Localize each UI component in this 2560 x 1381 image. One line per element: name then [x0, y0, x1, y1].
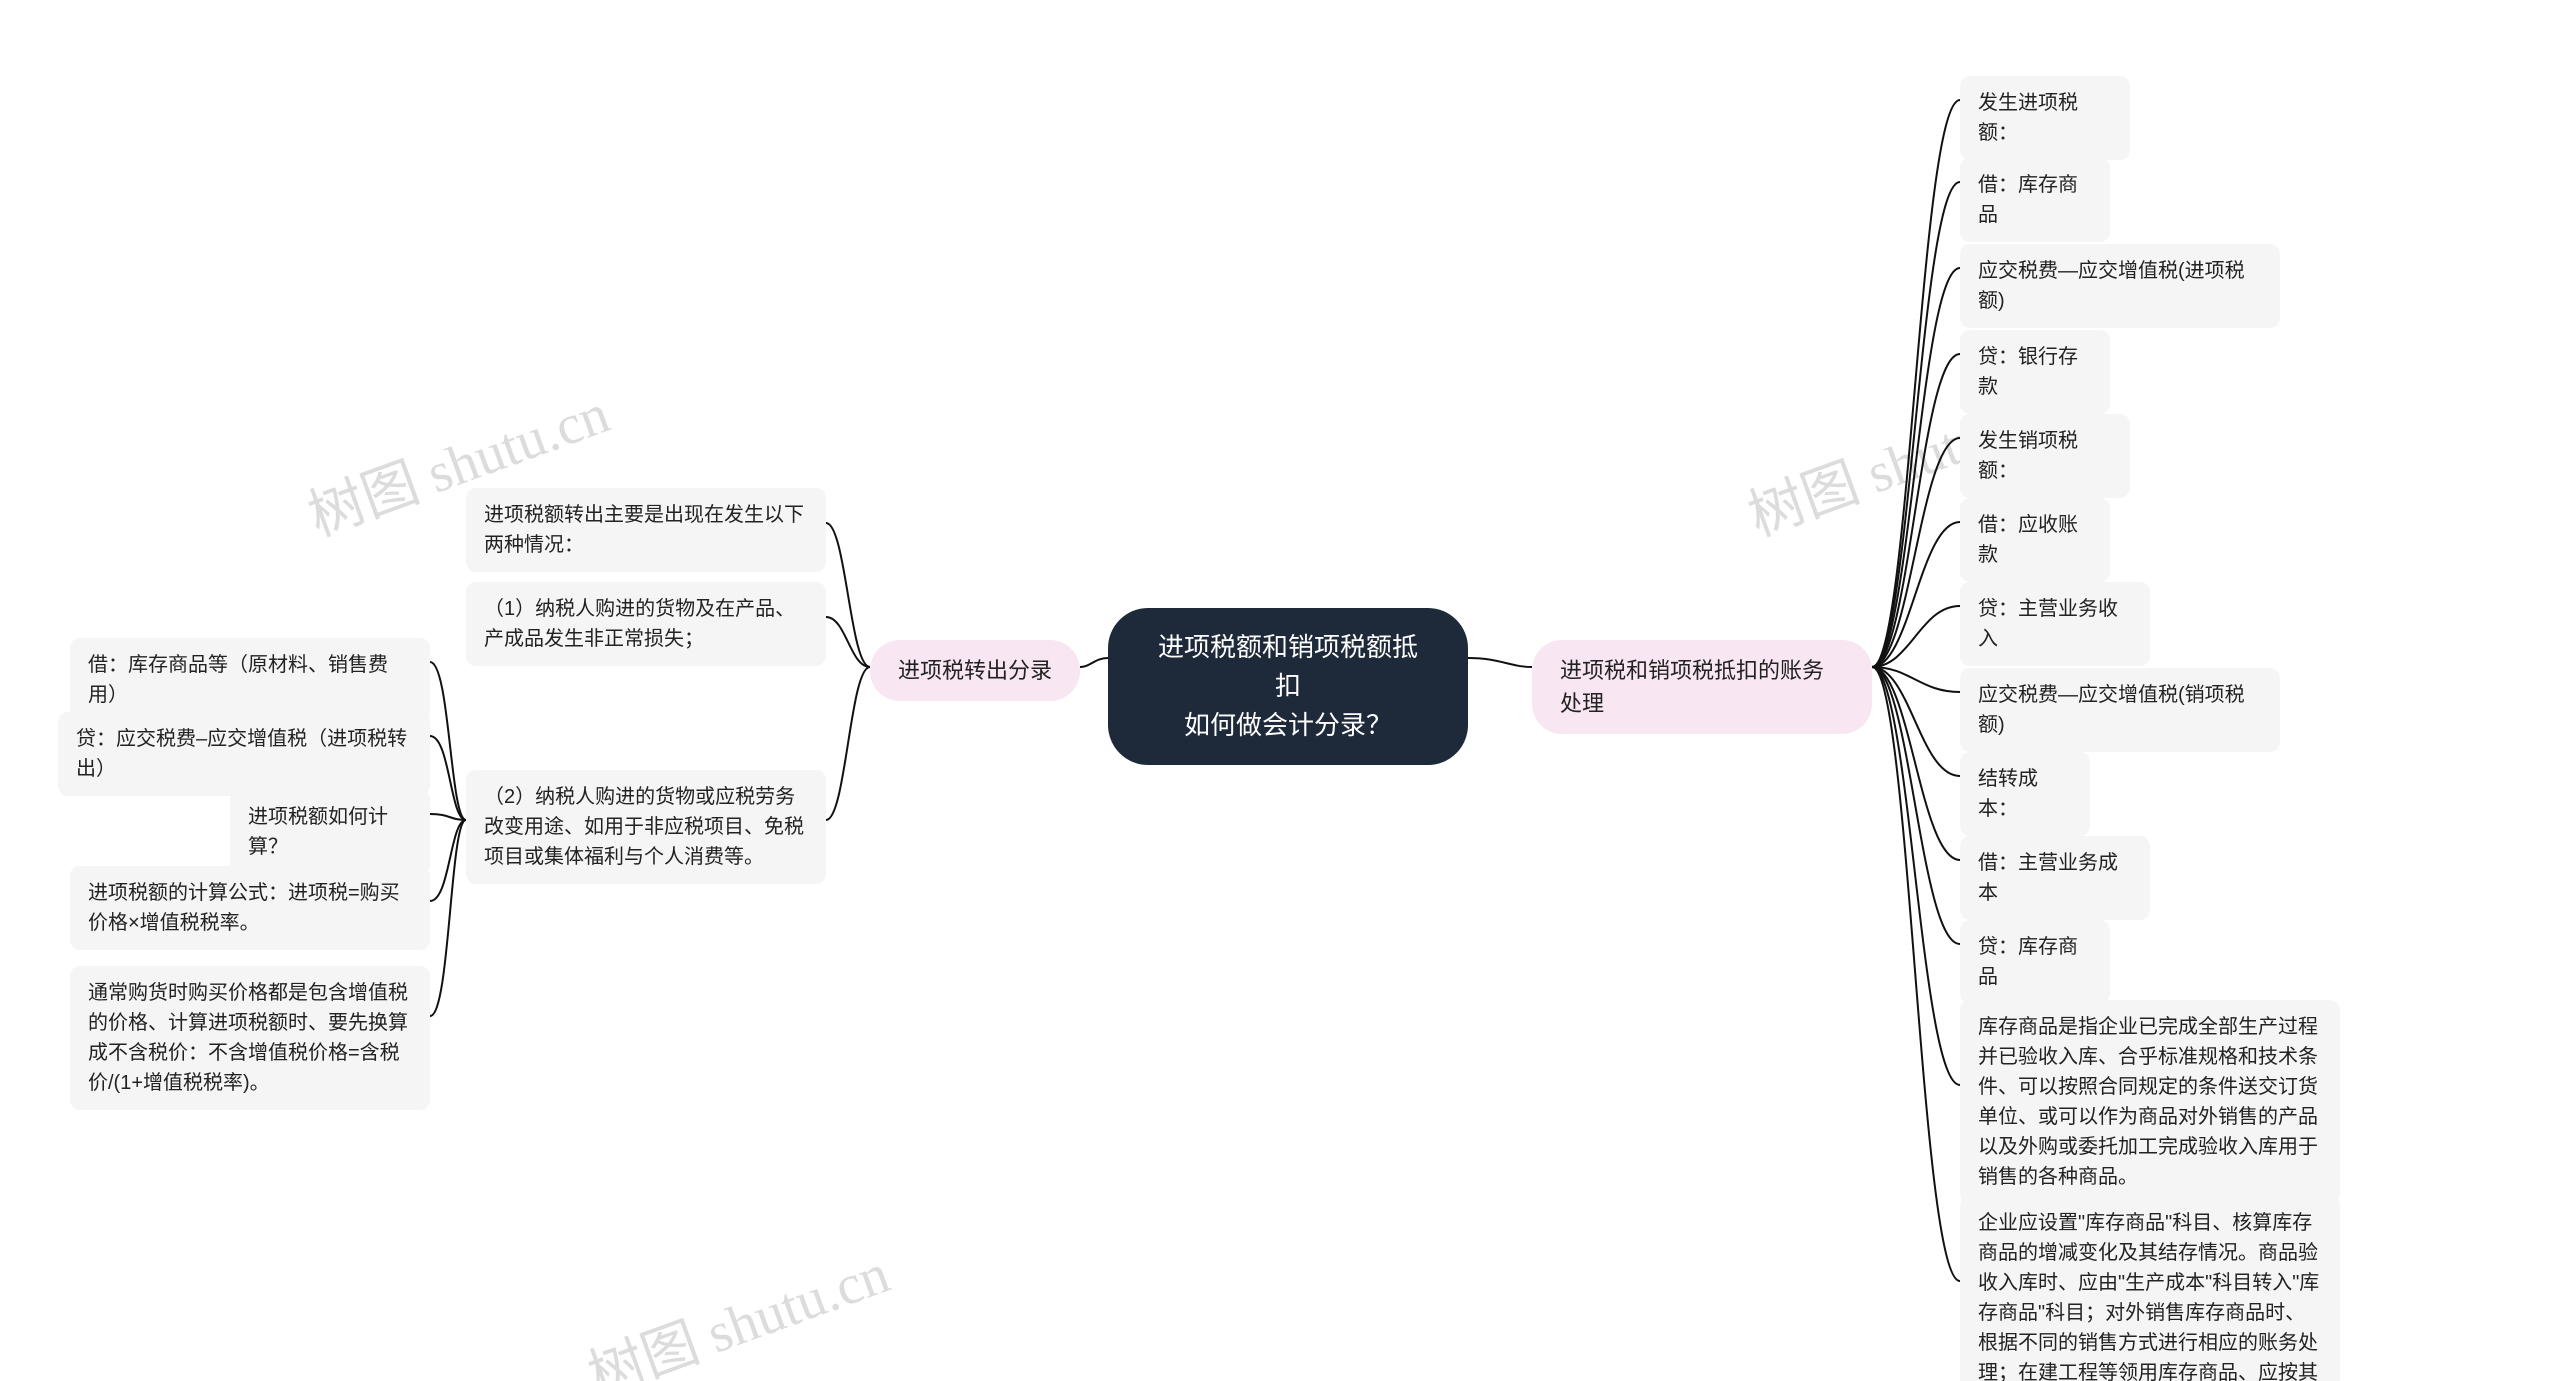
leaf-r3: 应交税费—应交增值税(进项税额)	[1960, 244, 2280, 328]
leaf-r5: 发生销项税额：	[1960, 414, 2130, 498]
leaf-r12: 库存商品是指企业已完成全部生产过程并已验收入库、合乎标准规格和技术条件、可以按照…	[1960, 1000, 2340, 1204]
leaf-l3a: 借：库存商品等（原材料、销售费用）	[70, 638, 430, 722]
leaf-r7: 贷：主营业务收入	[1960, 582, 2150, 666]
leaf-r4: 贷：银行存款	[1960, 330, 2110, 414]
leaf-r9: 结转成本：	[1960, 752, 2090, 836]
branch-right: 进项税和销项税抵扣的账务处理	[1532, 640, 1872, 734]
root-line2: 如何做会计分录？	[1148, 706, 1428, 745]
leaf-r8: 应交税费—应交增值税(销项税额)	[1960, 668, 2280, 752]
leaf-r11: 贷：库存商品	[1960, 920, 2110, 1004]
leaf-l1: 进项税额转出主要是出现在发生以下两种情况：	[466, 488, 826, 572]
leaf-r13: 企业应设置"库存商品"科目、核算库存商品的增减变化及其结存情况。商品验收入库时、…	[1960, 1196, 2340, 1381]
leaf-r1: 发生进项税额：	[1960, 76, 2130, 160]
mindmap-root: 进项税额和销项税额抵扣 如何做会计分录？	[1108, 608, 1468, 765]
leaf-l3c: 进项税额如何计算？	[230, 790, 430, 874]
leaf-r10: 借：主营业务成本	[1960, 836, 2150, 920]
root-line1: 进项税额和销项税额抵扣	[1148, 628, 1428, 706]
leaf-r2: 借：库存商品	[1960, 158, 2110, 242]
leaf-l3d: 进项税额的计算公式：进项税=购买价格×增值税税率。	[70, 866, 430, 950]
leaf-l3b: 贷：应交税费–应交增值税（进项税转出）	[58, 712, 430, 796]
leaf-l3: （2）纳税人购进的货物或应税劳务改变用途、如用于非应税项目、免税项目或集体福利与…	[466, 770, 826, 884]
leaf-r6: 借：应收账款	[1960, 498, 2110, 582]
leaf-l3e: 通常购货时购买价格都是包含增值税的价格、计算进项税额时、要先换算成不含税价：不含…	[70, 966, 430, 1110]
watermark: 树图 shutu.cn	[576, 1229, 899, 1381]
leaf-l2: （1）纳税人购进的货物及在产品、产成品发生非正常损失；	[466, 582, 826, 666]
branch-left: 进项税转出分录	[870, 640, 1080, 701]
